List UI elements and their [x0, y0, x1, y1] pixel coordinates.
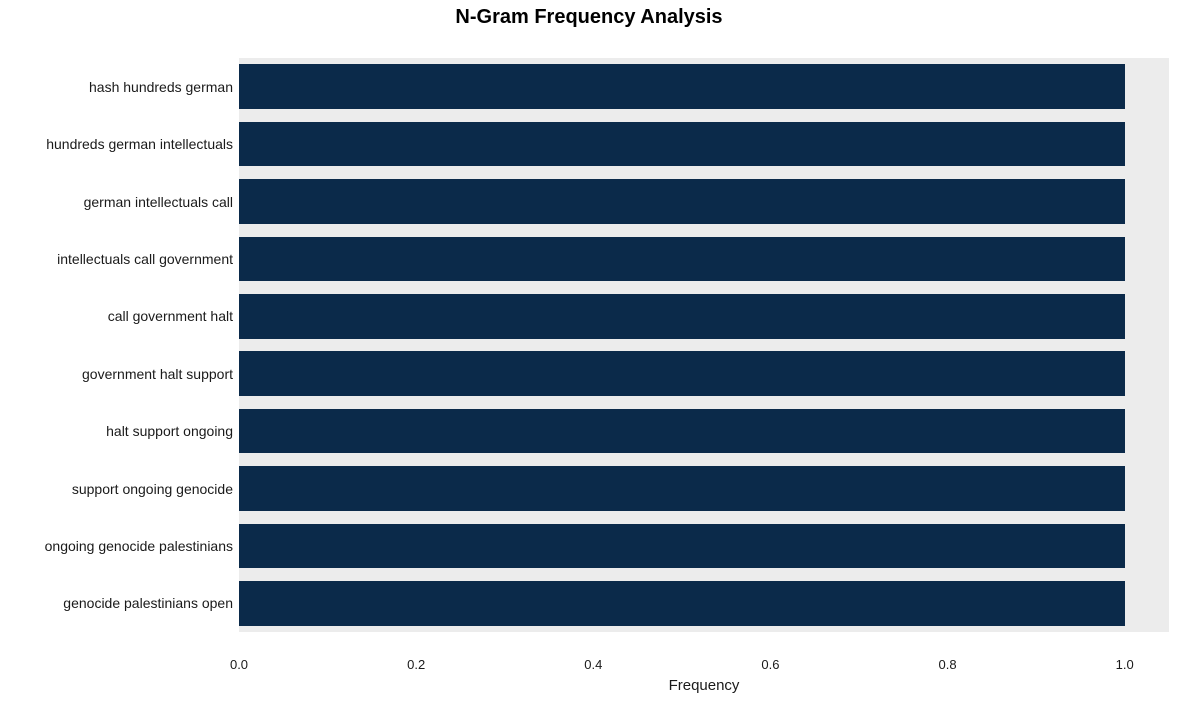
y-tick-label: hundreds german intellectuals — [46, 136, 233, 152]
bar — [239, 524, 1125, 569]
x-tick-label: 0.8 — [939, 657, 957, 672]
y-tick-label: support ongoing genocide — [72, 481, 233, 497]
bar — [239, 351, 1125, 396]
bar — [239, 179, 1125, 224]
y-tick-label: intellectuals call government — [57, 251, 233, 267]
bar — [239, 64, 1125, 109]
bar — [239, 237, 1125, 282]
x-axis-label: Frequency — [239, 677, 1169, 694]
chart-title: N-Gram Frequency Analysis — [0, 6, 1178, 29]
bar — [239, 294, 1125, 339]
bar — [239, 466, 1125, 511]
y-tick-label: german intellectuals call — [84, 194, 233, 210]
y-tick-label: government halt support — [82, 366, 233, 382]
plot-area — [239, 34, 1169, 651]
y-tick-label: halt support ongoing — [106, 423, 233, 439]
ngram-frequency-chart: N-Gram Frequency Analysis Frequency hash… — [0, 0, 1178, 701]
bar — [239, 122, 1125, 167]
y-tick-label: ongoing genocide palestinians — [45, 538, 233, 554]
bar — [239, 581, 1125, 626]
x-tick-label: 1.0 — [1116, 657, 1134, 672]
y-tick-label: call government halt — [108, 308, 233, 324]
y-tick-label: hash hundreds german — [89, 79, 233, 95]
y-tick-label: genocide palestinians open — [63, 595, 233, 611]
x-tick-label: 0.2 — [407, 657, 425, 672]
x-tick-label: 0.6 — [761, 657, 779, 672]
x-tick-label: 0.0 — [230, 657, 248, 672]
bar — [239, 409, 1125, 454]
x-tick-label: 0.4 — [584, 657, 602, 672]
